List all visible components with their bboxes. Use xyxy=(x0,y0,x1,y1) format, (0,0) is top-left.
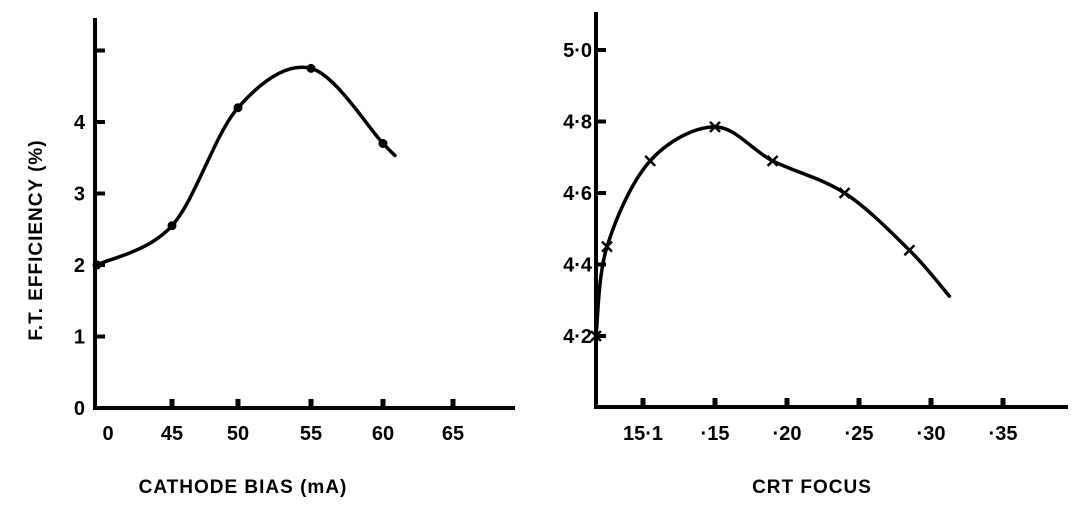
data-point-right xyxy=(644,154,657,167)
x-tick-label-right: ·25 xyxy=(845,423,874,445)
x-tick-label-left: 65 xyxy=(442,423,464,445)
data-point-left xyxy=(92,260,102,270)
data-point-right xyxy=(903,244,916,257)
x-tick-label-left: 60 xyxy=(372,423,394,445)
y-axis-title-left: F.T. EFFICIENCY (%) xyxy=(26,139,47,340)
x-tick-label-left: 0 xyxy=(102,423,113,445)
data-point-left xyxy=(233,103,243,113)
data-point-left xyxy=(167,221,177,231)
x-tick-label-right: ·20 xyxy=(773,423,802,445)
chart-cathode-bias: F.T. EFFICIENCY (%) CATHODE BIAS (mA) 0 1… xyxy=(26,18,515,498)
y-tick-label-right: 5·0 xyxy=(563,40,592,62)
y-tick-label-right: 4·2 xyxy=(563,326,592,348)
data-point-right xyxy=(590,330,602,342)
y-tick-label-right: 4·6 xyxy=(563,183,592,205)
data-point-right xyxy=(709,120,721,133)
x-tick-label-right: ·35 xyxy=(989,423,1018,445)
data-point-right xyxy=(766,154,779,167)
x-tick-label-left: 45 xyxy=(161,423,183,445)
chart-crt-focus: CRT FOCUS 4·2 4·4 4·6 4·8 5·0 15·1 ·15 ·20 ·25 ·3… xyxy=(563,12,1068,498)
data-point-right xyxy=(601,240,613,253)
x-tick-label-left: 50 xyxy=(227,423,249,445)
series-line-left xyxy=(95,65,397,267)
x-axis-title-left: CATHODE BIAS (mA) xyxy=(139,477,348,498)
y-tick-label-left: 3 xyxy=(74,184,85,206)
y-tick-label-left: 1 xyxy=(74,327,85,349)
data-point-left xyxy=(306,63,316,73)
data-point-left xyxy=(378,138,388,148)
x-tick-label-right: ·30 xyxy=(917,423,946,445)
y-tick-label-right: 4·8 xyxy=(563,112,592,134)
y-tick-label-right: 4·4 xyxy=(563,255,593,277)
x-tick-label-right: ·15 xyxy=(701,423,730,445)
y-tick-label-left: 2 xyxy=(74,255,85,277)
x-tick-label-left: 55 xyxy=(300,423,322,445)
x-axis-title-right: CRT FOCUS xyxy=(752,477,872,498)
y-tick-label-left: 0 xyxy=(74,398,85,420)
x-tick-label-right: 15·1 xyxy=(623,423,663,445)
y-tick-label-left: 4 xyxy=(74,112,86,134)
data-point-right xyxy=(838,187,851,199)
